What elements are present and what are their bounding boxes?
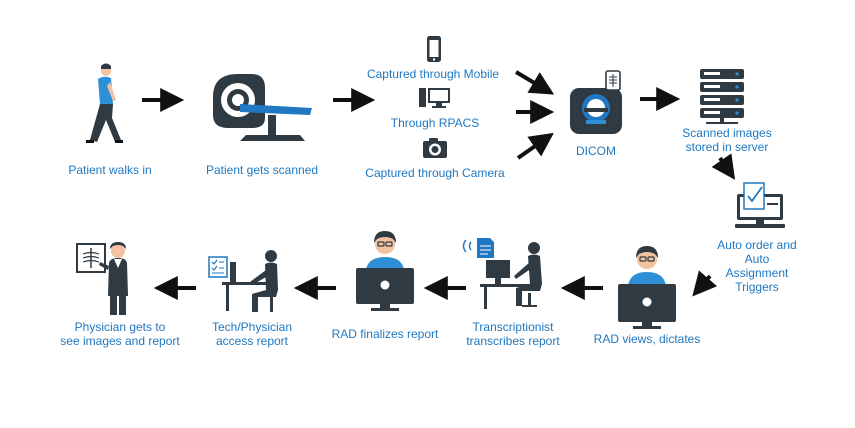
label-tech-physician-access: Tech/Physician access report bbox=[211, 320, 293, 348]
label-captured-through-camera: Captured through Camera bbox=[365, 166, 505, 180]
server-rack-icon bbox=[700, 69, 744, 124]
arrow-group bbox=[142, 70, 736, 300]
label-auto-order-triggers: Auto order and Auto Assignment Triggers bbox=[717, 238, 797, 294]
label-physician-sees-report: Physician gets to see images and report bbox=[60, 320, 180, 348]
label-patient-walks-in: Patient walks in bbox=[68, 163, 152, 177]
label-rad-finalizes-report: RAD finalizes report bbox=[331, 327, 439, 341]
camera-icon bbox=[423, 138, 447, 158]
desktop-computer-icon bbox=[419, 88, 450, 108]
order-monitor-icon bbox=[735, 182, 785, 228]
walking-person-icon bbox=[86, 63, 123, 143]
arrow-server-to-order bbox=[711, 153, 736, 180]
arrow-order-to-rad bbox=[692, 270, 718, 297]
arrow-camera-to-dicom bbox=[516, 132, 554, 160]
ct-scanner-icon bbox=[213, 74, 312, 141]
label-patient-gets-scanned: Patient gets scanned bbox=[205, 163, 319, 177]
arrow-mobile-to-dicom bbox=[514, 70, 555, 95]
physician-xray-icon bbox=[76, 242, 128, 315]
dicom-scanner-icon bbox=[570, 70, 622, 134]
label-through-rpacs: Through RPACS bbox=[390, 116, 480, 130]
label-captured-through-mobile: Captured through Mobile bbox=[366, 67, 500, 81]
label-stored-in-server: Scanned images stored in server bbox=[682, 126, 772, 154]
label-dicom: DICOM bbox=[576, 144, 616, 158]
label-transcriptionist: Transcriptionist transcribes report bbox=[466, 320, 560, 348]
transcriptionist-desk-icon bbox=[462, 238, 542, 309]
radiologist-finalize-icon bbox=[356, 231, 414, 311]
label-rad-views-dictates: RAD views, dictates bbox=[593, 332, 701, 346]
mobile-phone-icon bbox=[427, 36, 441, 62]
radiologist-monitor-icon bbox=[618, 246, 676, 329]
tech-physician-desk-icon bbox=[208, 250, 278, 312]
